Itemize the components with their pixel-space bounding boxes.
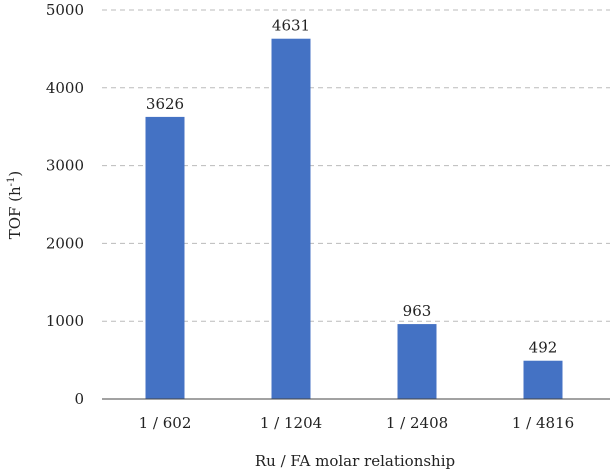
y-tick-label: 2000 [46, 234, 84, 252]
x-tick-label: 1 / 4816 [512, 414, 574, 432]
bar [523, 360, 563, 399]
data-label: 4631 [272, 17, 310, 35]
x-tick-label: 1 / 1204 [260, 414, 322, 432]
x-tick-labels: 1 / 602 1 / 1204 1 / 2408 1 / 4816 [139, 414, 575, 432]
y-tick-label: 0 [74, 390, 84, 408]
data-label: 492 [529, 339, 558, 357]
bar [271, 38, 311, 400]
data-label: 3626 [146, 95, 184, 113]
y-axis-title-sup: -1 [6, 177, 17, 187]
data-label: 963 [403, 302, 432, 320]
y-tick-label: 1000 [46, 312, 84, 330]
y-axis-title: TOF (h-1) [6, 171, 24, 240]
y-tick-label: 3000 [46, 157, 84, 175]
y-tick-label: 4000 [46, 79, 84, 97]
x-tick-label: 1 / 602 [139, 414, 192, 432]
bars: 3626 4631 963 492 [145, 17, 563, 400]
x-axis-title: Ru / FA molar relationship [255, 452, 455, 470]
x-tick-label: 1 / 2408 [386, 414, 448, 432]
bar [145, 116, 185, 399]
y-axis-title-close: ) [6, 171, 24, 177]
y-tick-label: 5000 [46, 1, 84, 19]
gridlines [102, 9, 610, 322]
y-tick-labels: 0 1000 2000 3000 4000 5000 [46, 1, 84, 408]
bar [397, 324, 437, 399]
y-axis-title-main: TOF (h [6, 186, 24, 239]
